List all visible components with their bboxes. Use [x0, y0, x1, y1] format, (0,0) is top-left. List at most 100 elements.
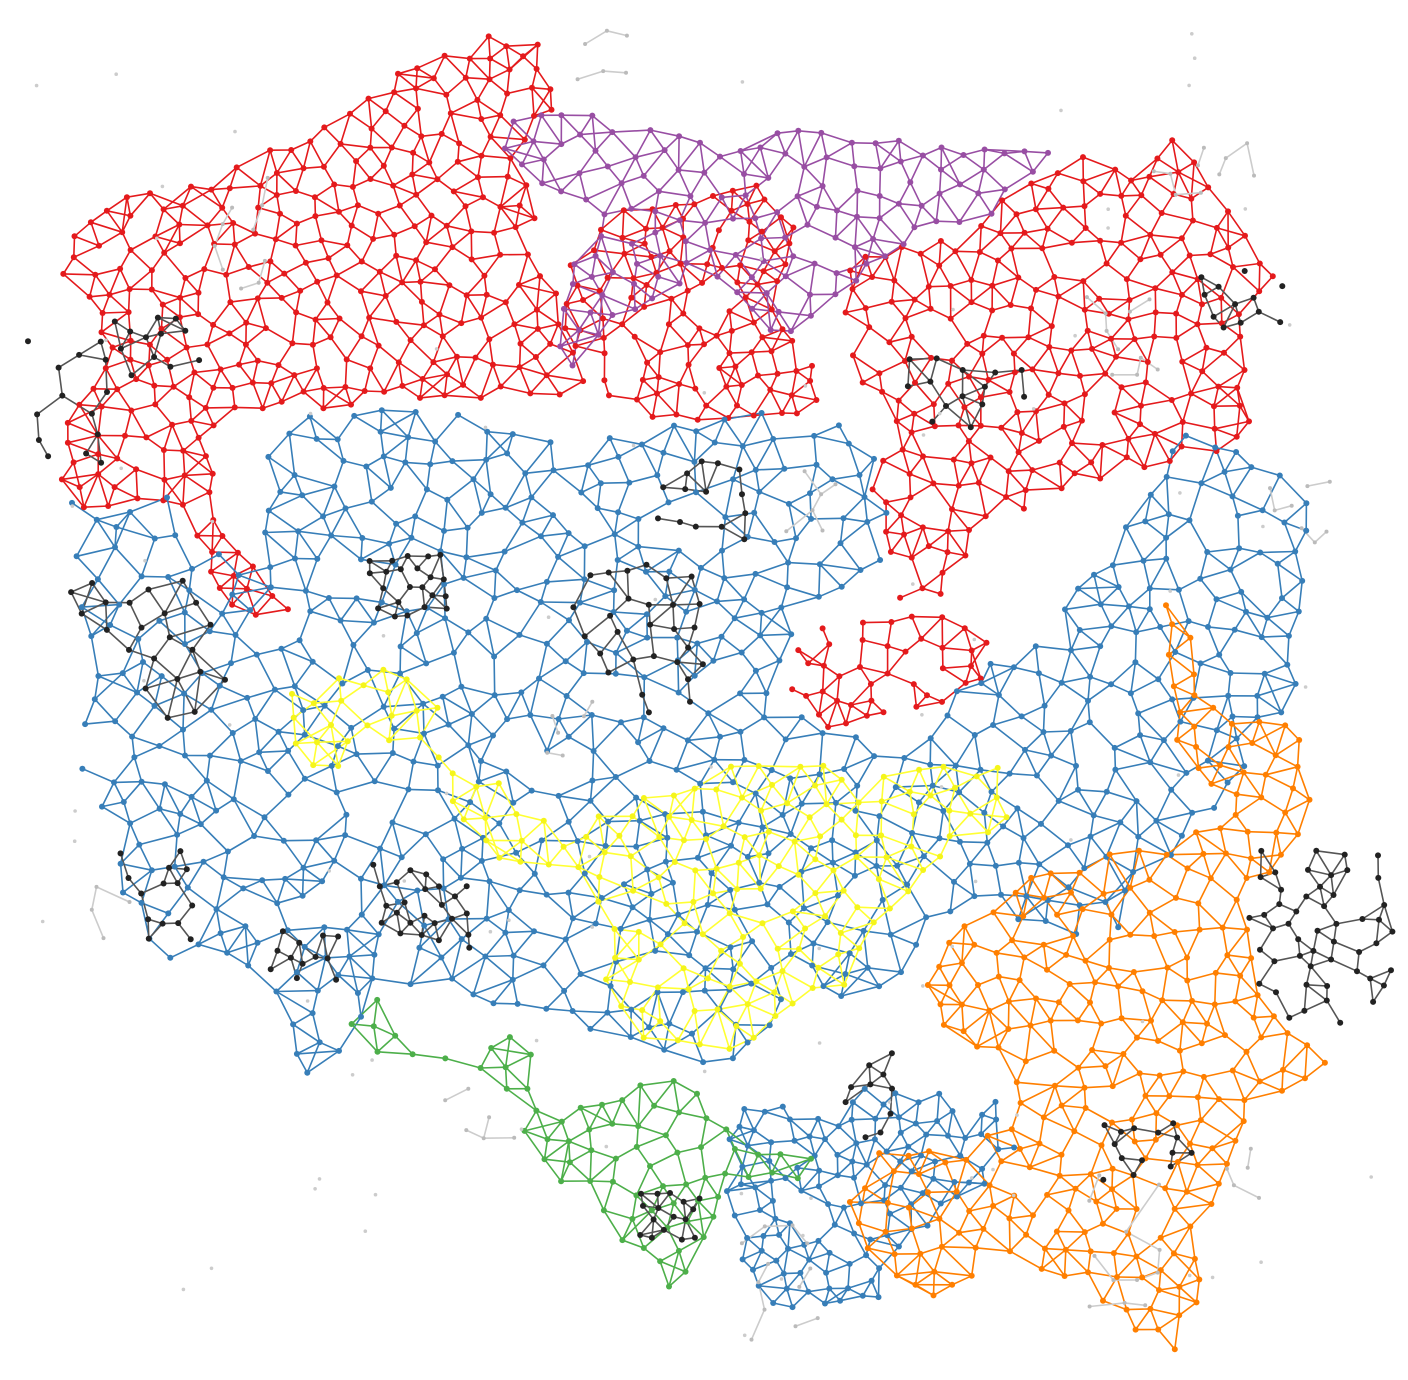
red-network-edge — [411, 173, 418, 196]
purple-network-edge — [699, 142, 706, 174]
purple-network-edge — [651, 282, 681, 300]
orange-network-edge — [1090, 1167, 1114, 1175]
blue-network-edge — [1040, 800, 1060, 825]
red-network-edge — [1035, 289, 1060, 298]
yellow-network-edge — [752, 1015, 777, 1039]
blue-network-edge — [247, 941, 259, 967]
blue-network-edge — [138, 843, 153, 872]
blue-network-edge — [521, 521, 542, 538]
blue-network-edge — [407, 760, 415, 791]
blue-network-edge — [729, 940, 753, 949]
blue-network-edge — [506, 714, 532, 720]
orange-network-edge — [1175, 897, 1200, 905]
blue-network-edge — [267, 750, 289, 772]
blue-network-edge — [1077, 788, 1095, 817]
red-network-edge — [1156, 139, 1173, 160]
purple-network-edge — [940, 146, 965, 156]
red-network-edge — [728, 351, 753, 354]
blue-network-edge — [465, 550, 506, 559]
green-network-edge — [665, 1134, 679, 1154]
blue-network-edge — [504, 472, 527, 509]
green-network-edge — [653, 1080, 675, 1107]
yellow-network-edge — [929, 765, 945, 797]
blue-network-edge — [648, 913, 680, 921]
blue-network-edge — [751, 940, 773, 969]
blue-network-edge — [728, 982, 753, 991]
blue-network-edge — [1250, 466, 1281, 477]
red-network-edge — [1209, 253, 1234, 268]
red-network-edge — [1213, 427, 1238, 438]
orange-network-edge — [1202, 852, 1227, 855]
blue-network-edge — [707, 712, 721, 738]
blue-network-edge — [847, 1263, 851, 1290]
orange-network-edge — [997, 1046, 1027, 1063]
blue-network-edge — [140, 902, 170, 915]
red-network-edge — [1125, 194, 1143, 217]
purple-network-edge — [851, 142, 856, 167]
blue-network-edge — [1110, 683, 1132, 695]
green-network-edge — [479, 1066, 507, 1069]
red-network-edge — [536, 308, 560, 326]
blue-network-edge — [302, 709, 306, 736]
red-network-edge — [456, 142, 460, 163]
red-network-edge — [129, 192, 151, 217]
blue-network-edge — [302, 859, 336, 869]
red-network-edge — [1181, 360, 1192, 395]
blue-network-edge — [676, 636, 679, 662]
red-network-edge — [890, 279, 896, 303]
green-network-edge — [505, 1088, 538, 1112]
blue-network-edge — [506, 452, 527, 475]
red-network-edge — [852, 354, 864, 384]
yellow-network-edge — [668, 815, 685, 842]
red-network-edge — [190, 185, 213, 191]
purple-network-edge — [631, 242, 638, 265]
blue-network-edge — [1070, 730, 1077, 767]
orange-network-edge — [1035, 997, 1052, 1022]
blue-network-edge — [481, 860, 491, 883]
blue-network-edge — [379, 411, 417, 433]
red-network-edge — [420, 135, 431, 164]
orange-network-edge — [1189, 1203, 1213, 1228]
red-network-edge — [1148, 157, 1159, 178]
red-network-edge — [670, 297, 685, 315]
blue-network-edge — [1261, 509, 1286, 524]
purple-network-edge — [743, 173, 770, 179]
blue-network-edge — [275, 990, 294, 1026]
red-network-edge — [107, 486, 116, 507]
orange-network-edge — [1161, 999, 1193, 1002]
blue-network-edge — [810, 839, 833, 850]
red-network-edge — [991, 276, 1020, 287]
red-network-edge — [903, 526, 924, 536]
red-network-edge — [1082, 280, 1086, 311]
red-network-edge — [211, 519, 215, 553]
blue-network-edge — [1022, 823, 1042, 839]
orange-network-edge — [1108, 967, 1119, 988]
blue-network-edge — [789, 1118, 811, 1138]
blue-network-edge — [702, 1057, 734, 1063]
red-network-edge — [72, 461, 81, 488]
purple-network-edge — [578, 311, 592, 331]
blue-network-edge — [1256, 695, 1282, 714]
orange-network-edge — [928, 1150, 947, 1164]
blue-network-edge — [787, 921, 815, 945]
blue-network-edge — [587, 437, 611, 467]
red-network-edge — [818, 699, 838, 716]
black-network-edge — [1258, 310, 1281, 323]
orange-network-edge — [1226, 928, 1248, 956]
yellow-network-edge — [814, 778, 843, 787]
red-network-edge — [920, 637, 944, 649]
red-network-edge — [417, 108, 423, 138]
orange-network-edge — [1211, 1140, 1237, 1150]
yellow-network-edge — [338, 677, 365, 687]
blue-network-edge — [1042, 730, 1072, 733]
purple-network-edge — [521, 158, 545, 166]
green-network-edge — [676, 1146, 702, 1154]
red-network-edge — [513, 323, 539, 330]
blue-network-edge — [158, 728, 184, 747]
blue-network-edge — [530, 789, 560, 797]
blue-network-edge — [932, 1178, 958, 1198]
blue-network-edge — [637, 545, 680, 552]
orange-network-edge — [1189, 1142, 1214, 1150]
red-network-edge — [185, 343, 209, 349]
blue-network-edge — [425, 651, 455, 665]
